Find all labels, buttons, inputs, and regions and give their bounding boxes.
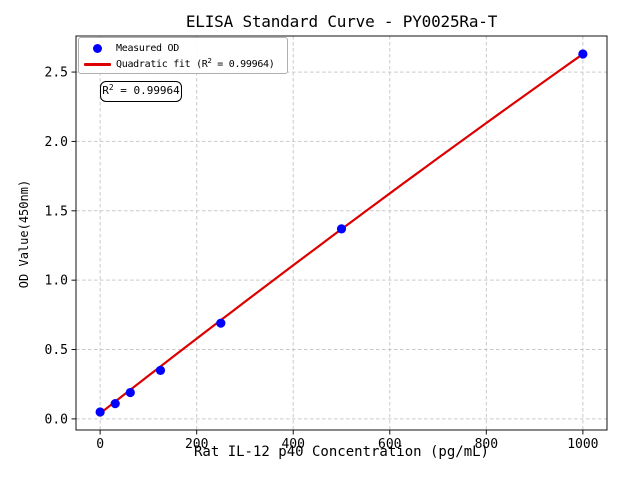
y-axis-label: OD Value(450nm) — [17, 179, 31, 289]
legend-marker-line-icon — [84, 62, 111, 66]
y-tick-label: 1.0 — [45, 274, 68, 289]
x-tick-label: 0 — [96, 437, 104, 452]
r-squared-annotation: R2 = 0.99964 — [100, 81, 182, 102]
y-tick-label: 0.0 — [45, 412, 68, 427]
x-tick-label: 800 — [475, 437, 498, 452]
y-tick-label: 2.5 — [45, 66, 68, 81]
legend-label-measured-od: Measured OD — [116, 42, 179, 54]
y-tick-label: 2.0 — [45, 135, 68, 150]
y-tick-label: 0.5 — [45, 343, 68, 358]
scatter-point — [125, 387, 135, 398]
legend-item-quadratic-fit: Quadratic fit (R2 = 0.99964) — [79, 56, 287, 72]
x-tick-label: 1000 — [567, 437, 598, 452]
x-tick-label: 200 — [185, 437, 208, 452]
y-tick-label: 1.5 — [45, 204, 68, 219]
legend-marker-dot-icon — [93, 43, 102, 53]
legend-box: Measured OD Quadratic fit (R2 = 0.99964) — [78, 37, 288, 74]
scatter-point — [110, 399, 120, 409]
scatter-point — [95, 407, 105, 417]
legend-item-measured-od: Measured OD — [79, 40, 287, 56]
scatter-point — [578, 49, 588, 59]
legend-label-quadratic-fit: Quadratic fit (R2 = 0.99964) — [116, 56, 275, 70]
x-tick-label: 600 — [378, 437, 401, 452]
scatter-point — [155, 365, 166, 375]
quadratic-fit-line — [99, 52, 584, 415]
x-tick-label: 400 — [281, 437, 304, 452]
plot-border — [75, 35, 608, 431]
chart-title: ELISA Standard Curve - PY0025Ra-T — [185, 12, 498, 31]
x-axis-label: Rat IL-12 p40 Concentration (pg/mL) — [193, 444, 489, 460]
scatter-point — [336, 224, 347, 234]
scatter-point — [216, 318, 226, 328]
